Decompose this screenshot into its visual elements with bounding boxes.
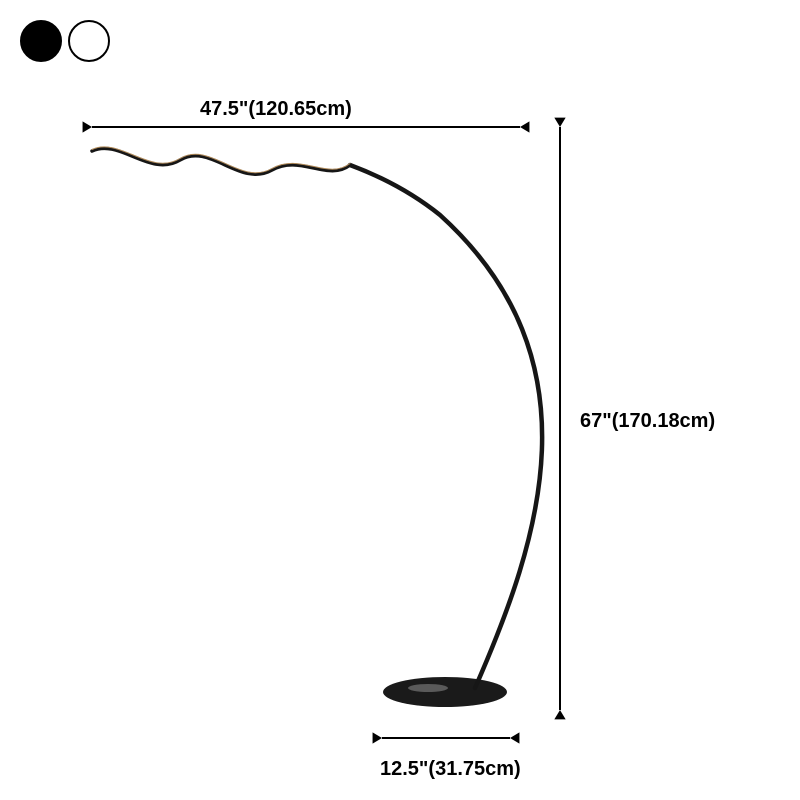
base-dimension-label: 12.5"(31.75cm) <box>380 758 521 781</box>
height-dimension-label: 67"(170.18cm) <box>580 410 715 433</box>
lamp-dimension-diagram <box>0 0 800 800</box>
width-dimension-label: 47.5"(120.65cm) <box>200 98 352 121</box>
